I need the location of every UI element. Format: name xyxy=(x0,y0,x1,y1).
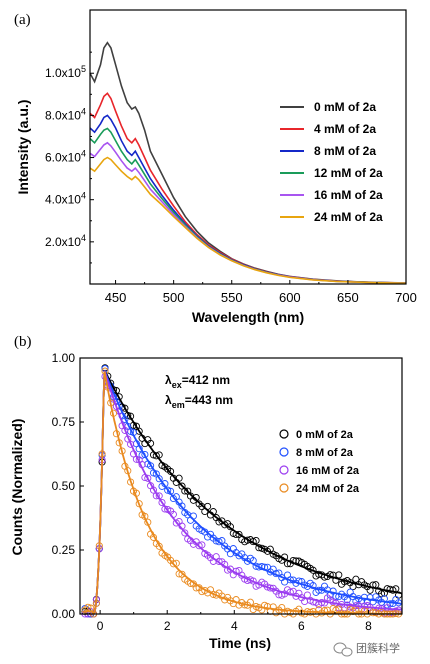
panel-b-data-point xyxy=(255,563,263,571)
panel-b-x-tick-label: 6 xyxy=(298,619,305,633)
panel-b-x-tick-label: 4 xyxy=(231,619,238,633)
panel-b-x-tick-label: 8 xyxy=(365,619,372,633)
panel-a-x-tick-label: 600 xyxy=(279,290,301,305)
panel-a: (a) 450 500 550 600 650 700 2.0x104 4.0x104 6.0… xyxy=(14,9,417,325)
panel-b-data-point xyxy=(144,474,152,482)
panel-b-x-tick-label: 2 xyxy=(164,619,171,633)
panel-b-y-tick-label: 0.00 xyxy=(52,607,76,621)
panel-b-data-point xyxy=(352,575,360,583)
panel-b-x-axis-title: Time (ns) xyxy=(209,635,271,651)
panel-a-y-ticks: 2.0x104 4.0x104 6.0x104 8.0x104 1.0x105 xyxy=(45,51,94,264)
panel-b-annotation-em: λem=443 nm xyxy=(165,393,233,410)
panel-a-y-tick-label: 6.0x104 xyxy=(45,149,86,165)
panel-a-legend-label: 4 mM of 2a xyxy=(314,122,376,136)
panel-b-fit-curve-0 xyxy=(83,369,402,616)
watermark: 团簇科学 xyxy=(333,641,400,657)
panel-a-series xyxy=(89,41,407,284)
panel-b-data-point xyxy=(127,412,135,420)
panel-a-y-tick-label: 8.0x104 xyxy=(45,106,86,122)
panel-b-data-point xyxy=(167,467,175,475)
panel-b-legend-label: 0 mM of 2a xyxy=(296,429,354,441)
panel-a-legend-label: 0 mM of 2a xyxy=(314,100,376,114)
panel-b-data-point xyxy=(84,603,92,611)
panel-b-legend-label: 16 mM of 2a xyxy=(296,465,360,477)
panel-b-y-tick-label: 0.75 xyxy=(52,415,76,429)
panel-b-fit-curve-3 xyxy=(83,371,402,616)
panel-a-x-tick-label: 450 xyxy=(105,290,127,305)
panel-b-data-point xyxy=(335,571,343,579)
panel-b-data-point xyxy=(269,603,277,611)
panel-a-legend: 0 mM of 2a 4 mM of 2a 8 mM of 2a 12 mM of 2… xyxy=(280,100,383,224)
panel-b-series xyxy=(81,364,403,618)
panel-b-data-point xyxy=(178,502,186,510)
panel-b-fit-curve-1 xyxy=(83,370,402,616)
panel-b-data-point xyxy=(169,560,177,568)
panel-b-legend-label: 24 mM of 2a xyxy=(296,483,360,495)
wechat-icon xyxy=(333,642,353,657)
panel-b-data-point xyxy=(152,452,160,460)
panel-b-legend-marker xyxy=(279,447,289,457)
panel-b-data-point xyxy=(332,576,340,584)
panel-a-x-tick-label: 650 xyxy=(337,290,359,305)
panel-b-data-point xyxy=(215,557,223,565)
panel-a-y-tick-label: 1.0x105 xyxy=(45,64,86,80)
panel-b-data-point xyxy=(181,529,189,537)
panel-b-data-point xyxy=(212,537,220,545)
panel-b-series-2 xyxy=(81,372,403,618)
panel-b-x-ticks: 0 2 4 6 8 xyxy=(97,610,372,633)
panel-a-x-tick-label: 700 xyxy=(395,290,417,305)
panel-a-x-axis-title: Wavelength (nm) xyxy=(192,309,304,325)
panel-b-data-point xyxy=(346,588,354,596)
panel-b-legend-label: 8 mM of 2a xyxy=(296,447,354,459)
panel-b-data-point xyxy=(343,596,351,604)
panel-b-y-tick-label: 0.50 xyxy=(52,479,76,493)
panel-b-legend: 0 mM of 2a 8 mM of 2a 16 mM of 2a 24 mM of … xyxy=(279,429,360,495)
panel-b-data-point xyxy=(147,462,155,470)
panel-b-data-point xyxy=(158,498,166,507)
panel-a-series-line-5 xyxy=(89,156,407,284)
panel-b-fit-curve-2 xyxy=(83,370,402,616)
panel-a-legend-label: 16 mM of 2a xyxy=(314,188,383,202)
panel-a-legend-label: 24 mM of 2a xyxy=(314,210,383,224)
panel-b-legend-marker xyxy=(279,429,289,439)
panel-b-label: (b) xyxy=(14,334,32,350)
panel-b-y-axis-title: Counts (Normalized) xyxy=(9,419,25,556)
panel-b-y-ticks: 0.00 0.25 0.50 0.75 1.00 xyxy=(52,351,84,621)
panel-b-annotation-ex: λex=412 nm xyxy=(165,373,230,390)
panel-b-y-tick-label: 1.00 xyxy=(52,351,76,365)
panel-a-frame xyxy=(89,9,407,285)
panel-b-data-point xyxy=(386,585,394,593)
panel-a-label: (a) xyxy=(14,12,31,28)
panel-b-data-point xyxy=(195,542,203,550)
panel-b: (b) 0 2 4 6 8 0.00 0.25 0.50 0.75 1.00 Time (ns)… xyxy=(9,334,403,651)
panel-b-legend-marker xyxy=(279,483,289,493)
panel-b-data-point xyxy=(141,450,149,459)
panel-b-data-point xyxy=(155,475,163,483)
panel-a-legend-label: 8 mM of 2a xyxy=(314,144,376,158)
panel-a-x-tick-label: 550 xyxy=(221,290,243,305)
panel-a-y-tick-label: 4.0x104 xyxy=(45,191,86,207)
panel-a-y-tick-label: 2.0x104 xyxy=(45,233,86,249)
panel-b-y-tick-label: 0.25 xyxy=(52,543,76,557)
panel-a-legend-label: 12 mM of 2a xyxy=(314,166,383,180)
panel-b-legend-marker xyxy=(279,465,289,475)
panel-b-data-point xyxy=(309,582,317,590)
panel-a-x-tick-label: 500 xyxy=(163,290,185,305)
panel-a-y-axis-title: Intensity (a.u.) xyxy=(15,100,31,195)
panel-b-x-tick-label: 0 xyxy=(97,619,104,633)
watermark-text: 团簇科学 xyxy=(356,641,400,655)
panel-b-annotations: λex=412 nm λem=443 nm xyxy=(165,373,233,410)
panel-a-x-ticks: 450 500 550 600 650 700 xyxy=(105,280,417,305)
